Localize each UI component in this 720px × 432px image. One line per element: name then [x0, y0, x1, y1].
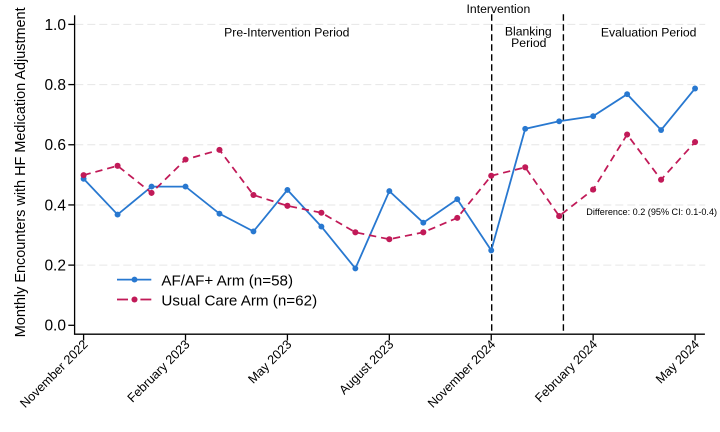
svg-text:0.6: 0.6 — [44, 137, 66, 154]
svg-text:0.8: 0.8 — [44, 77, 66, 94]
svg-text:0.4: 0.4 — [44, 197, 66, 214]
svg-text:Blanking: Blanking — [505, 25, 552, 39]
svg-text:Period: Period — [511, 36, 546, 50]
svg-text:Usual Care Arm (n=62): Usual Care Arm (n=62) — [161, 293, 317, 310]
svg-text:Evaluation Period: Evaluation Period — [601, 25, 697, 39]
svg-text:Pre-Intervention Period: Pre-Intervention Period — [224, 25, 349, 39]
svg-text:Monthly Encounters with HF Med: Monthly Encounters with HF Medication Ad… — [13, 7, 29, 337]
svg-text:Intervention: Intervention — [467, 2, 531, 16]
svg-text:AF/AF+ Arm (n=58): AF/AF+ Arm (n=58) — [161, 273, 293, 290]
svg-text:Difference: 0.2 (95% CI: 0.1-0: Difference: 0.2 (95% CI: 0.1-0.4) — [586, 207, 717, 217]
svg-text:1.0: 1.0 — [44, 17, 66, 34]
svg-text:0.2: 0.2 — [44, 258, 66, 275]
svg-text:0.0: 0.0 — [44, 318, 66, 335]
